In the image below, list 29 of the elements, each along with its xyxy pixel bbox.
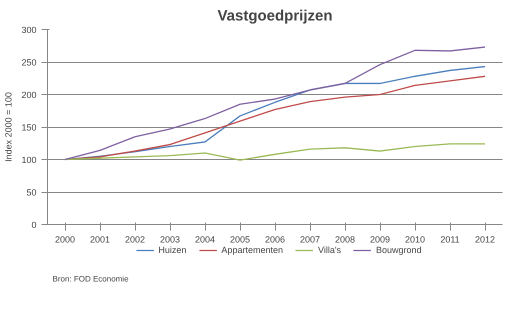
x-tick-label: 2002: [124, 234, 146, 244]
y-tick-label: 250: [21, 58, 37, 68]
legend-label: Appartementen: [221, 245, 283, 255]
x-tick-label: 2008: [334, 234, 356, 244]
legend-label: Huizen: [158, 245, 186, 255]
x-tick-label: 2003: [160, 234, 180, 244]
chart-title: Vastgoedprijzen: [217, 8, 333, 24]
legend-label: Villa's: [318, 245, 342, 255]
y-tick-label: 300: [21, 25, 37, 35]
legend-label: Bouwgrond: [376, 245, 422, 255]
x-tick-label: 2011: [440, 234, 460, 244]
x-tick-label: 2000: [54, 234, 76, 244]
text: Bron: FOD Economie: [52, 274, 130, 284]
x-tick-label: 2012: [474, 234, 496, 244]
y-tick-label: 0: [31, 220, 37, 230]
y-tick-label: 100: [21, 155, 37, 165]
x-tick-label: 2001: [90, 234, 110, 244]
x-tick-label: 2005: [230, 234, 250, 244]
x-tick-label: 2009: [370, 234, 390, 244]
y-tick-label: 50: [26, 188, 37, 198]
y-tick-label: 150: [21, 122, 37, 132]
y-tick-label: 200: [21, 90, 37, 100]
line-series: [64, 143, 486, 161]
x-tick-label: 2007: [300, 234, 320, 244]
line-series: [64, 46, 486, 160]
x-tick-label: 2006: [264, 234, 286, 244]
x-tick-label: 2010: [404, 234, 426, 244]
y-axis-title: Index 2000 = 100: [3, 92, 14, 162]
x-tick-label: 2004: [194, 234, 216, 244]
